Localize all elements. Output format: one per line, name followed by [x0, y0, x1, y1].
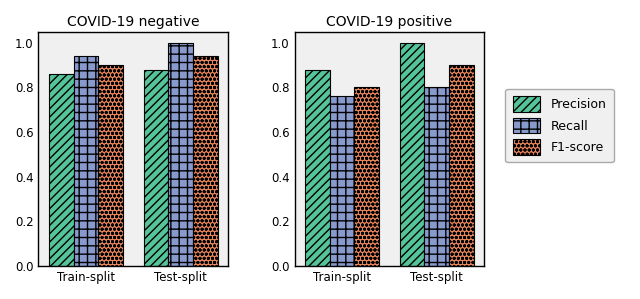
Title: COVID-19 positive: COVID-19 positive [326, 15, 452, 29]
Bar [98, 65, 123, 266]
Legend: Precision, Recall, F1-score: Precision, Recall, F1-score [506, 89, 614, 162]
Bar [449, 65, 474, 266]
Bar [355, 87, 379, 266]
Bar [74, 56, 98, 266]
Title: COVID-19 negative: COVID-19 negative [67, 15, 200, 29]
Bar [144, 70, 168, 266]
Bar [305, 70, 330, 266]
Bar [400, 43, 424, 266]
Bar [330, 96, 355, 266]
Bar [168, 43, 193, 266]
Bar [193, 56, 218, 266]
Bar [49, 74, 74, 266]
Bar [424, 87, 449, 266]
